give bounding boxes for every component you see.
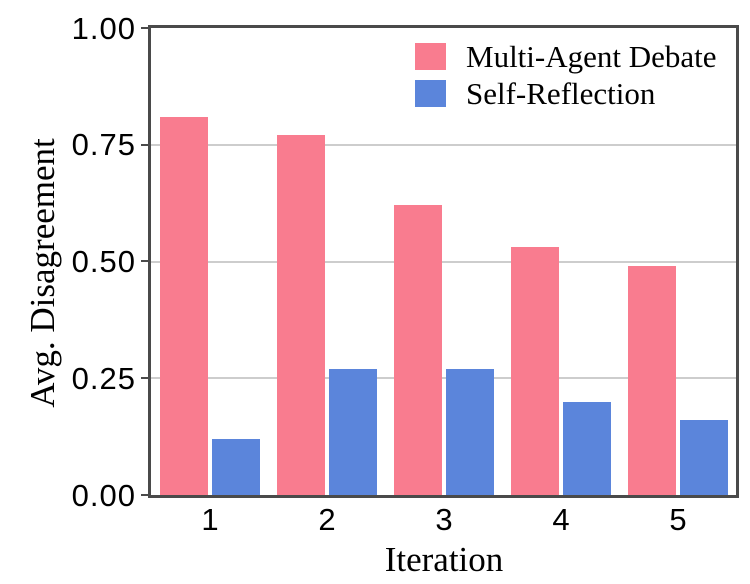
bar-multi-agent-debate-iteration-1	[160, 117, 208, 495]
y-tick-mark-1.00	[141, 27, 148, 29]
bar-self-reflection-iteration-3	[446, 369, 494, 495]
y-axis-title: Avg. Disagreement	[23, 138, 62, 408]
legend-item-self-reflection: Self-Reflection	[415, 75, 717, 112]
legend: Multi-Agent Debate Self-Reflection	[415, 38, 717, 112]
x-tick-label-4: 4	[552, 502, 570, 537]
bar-self-reflection-iteration-2	[329, 369, 377, 495]
bar-multi-agent-debate-iteration-4	[511, 247, 559, 495]
x-tick-label-2: 2	[318, 502, 336, 537]
gridline-0.25	[151, 377, 736, 380]
bar-self-reflection-iteration-5	[680, 420, 728, 495]
x-axis-title: Iteration	[384, 540, 504, 579]
y-tick-mark-0.00	[141, 494, 148, 496]
y-tick-label-0.25: 0.25	[71, 361, 136, 396]
gridline-0.75	[151, 143, 736, 146]
legend-label-multi-agent-debate: Multi-Agent Debate	[466, 39, 717, 74]
bar-multi-agent-debate-iteration-2	[277, 135, 325, 495]
y-tick-label-0.00: 0.00	[71, 478, 136, 513]
gridline-0.5	[151, 260, 736, 263]
legend-item-multi-agent-debate: Multi-Agent Debate	[415, 38, 717, 75]
y-tick-label-0.50: 0.50	[71, 244, 136, 279]
plot-area: Multi-Agent Debate Self-Reflection	[151, 28, 736, 495]
legend-swatch-self-reflection-icon	[415, 80, 446, 107]
bar-multi-agent-debate-iteration-5	[628, 266, 676, 495]
plot-box: Multi-Agent Debate Self-Reflection	[148, 25, 739, 498]
legend-label-self-reflection: Self-Reflection	[466, 76, 656, 111]
x-tick-label-1: 1	[201, 502, 219, 537]
y-tick-mark-0.50	[141, 260, 148, 262]
legend-swatch-multi-agent-debate-icon	[415, 43, 446, 70]
y-tick-mark-0.25	[141, 377, 148, 379]
bar-self-reflection-iteration-4	[563, 402, 611, 495]
x-tick-label-3: 3	[435, 502, 453, 537]
bar-multi-agent-debate-iteration-3	[394, 205, 442, 495]
y-tick-mark-0.75	[141, 144, 148, 146]
bar-self-reflection-iteration-1	[212, 439, 260, 495]
y-tick-label-1.00: 1.00	[71, 11, 136, 46]
x-tick-label-5: 5	[669, 502, 687, 537]
y-tick-label-0.75: 0.75	[71, 127, 136, 162]
